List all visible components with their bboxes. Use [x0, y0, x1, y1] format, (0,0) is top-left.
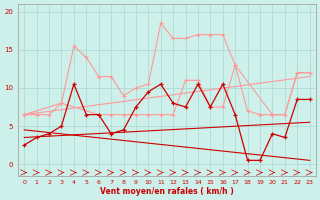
X-axis label: Vent moyen/en rafales ( km/h ): Vent moyen/en rafales ( km/h ) [100, 187, 234, 196]
